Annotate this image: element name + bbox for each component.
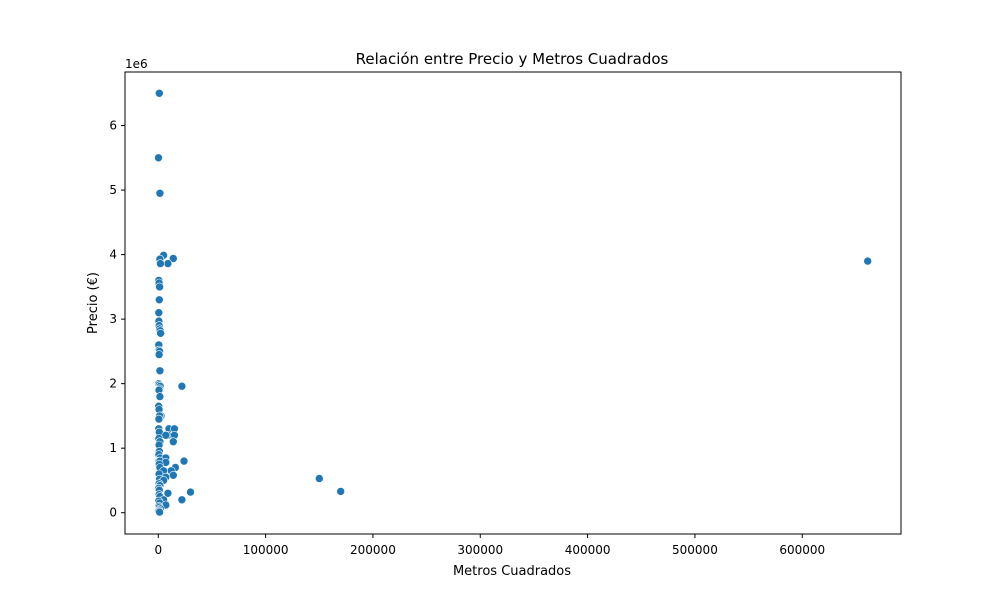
data-point (155, 295, 164, 305)
data-point (155, 392, 165, 401)
y-axis-ticks: 0 1 2 3 4 5 6 (109, 119, 125, 520)
y-tick-label: 5 (109, 183, 117, 197)
data-point (156, 259, 165, 268)
y-axis-offset-label: 1e6 (125, 57, 148, 71)
data-point (163, 488, 173, 498)
y-tick-label: 2 (109, 377, 117, 391)
data-point (336, 487, 346, 496)
data-point (156, 328, 165, 338)
x-tick-label: 100000 (243, 543, 289, 557)
data-point (177, 495, 187, 505)
y-axis-label: Precio (€) (86, 272, 101, 334)
data-point (155, 189, 165, 198)
x-tick-label: 500000 (672, 543, 718, 557)
data-point (177, 381, 187, 391)
y-tick-label: 4 (109, 248, 117, 262)
data-point (186, 487, 195, 497)
y-tick-label: 0 (109, 506, 117, 520)
y-tick-label: 1 (109, 441, 117, 455)
data-point (154, 414, 164, 424)
x-tick-label: 200000 (350, 543, 396, 557)
data-point (155, 89, 164, 98)
data-point (154, 308, 164, 318)
x-tick-label: 600000 (779, 543, 825, 557)
y-tick-label: 3 (109, 312, 117, 326)
data-point (163, 259, 173, 268)
data-point (863, 256, 873, 266)
data-points (154, 89, 873, 517)
data-point (155, 507, 164, 517)
data-point (169, 437, 178, 447)
plot-area-frame (124, 71, 902, 535)
data-point (179, 456, 189, 466)
chart-title: Relación entre Precio y Metros Cuadrados (356, 50, 669, 68)
x-axis-ticks: 0 100000 200000 300000 400000 500000 600000 (154, 534, 825, 557)
x-tick-label: 400000 (565, 543, 611, 557)
data-point (169, 254, 178, 263)
data-point (161, 430, 171, 440)
x-tick-label: 300000 (457, 543, 503, 557)
x-tick-label: 0 (154, 543, 162, 557)
y-tick-label: 6 (109, 119, 117, 133)
data-point (155, 366, 165, 376)
data-point (314, 474, 324, 483)
data-point (169, 470, 178, 480)
data-point (154, 350, 164, 359)
x-axis-label: Metros Cuadrados (453, 564, 571, 579)
data-point (155, 282, 164, 292)
data-point (154, 153, 163, 163)
